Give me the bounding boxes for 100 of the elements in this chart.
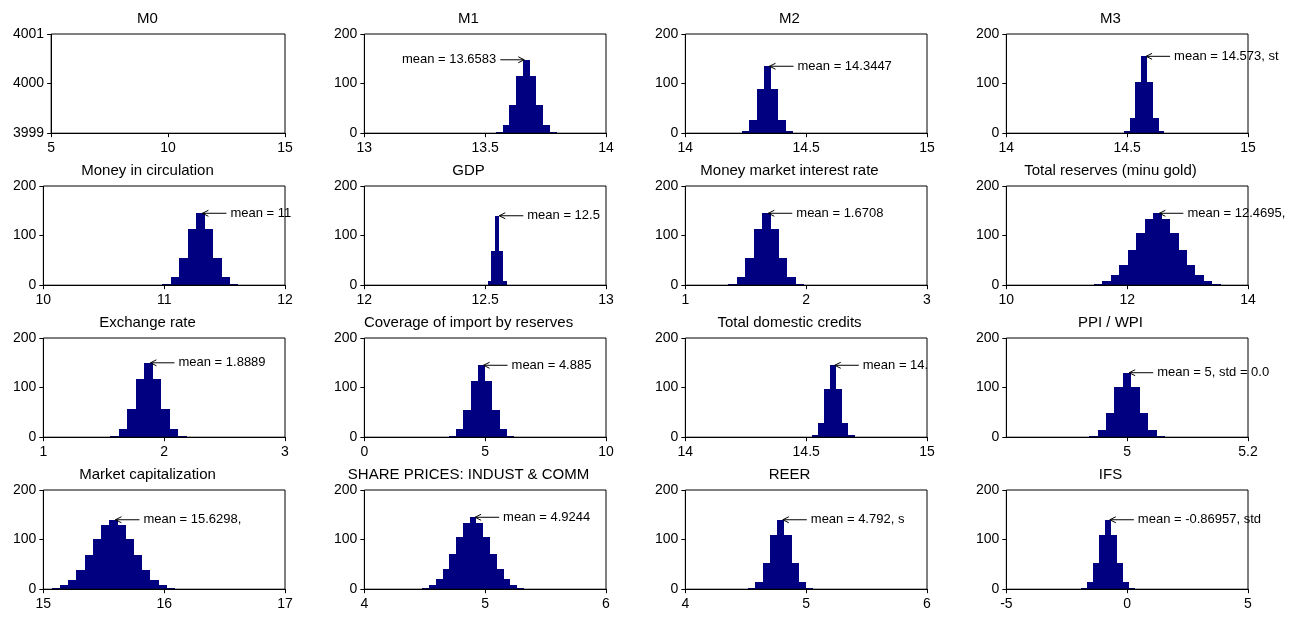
x-tick-label: 12 [356, 291, 373, 308]
x-tick-label: 12 [277, 291, 293, 308]
y-tick-label: 0 [670, 124, 679, 141]
x-tick-label: 15 [35, 595, 52, 612]
y-tick-label: 0 [349, 276, 358, 293]
y-tick-label: 200 [13, 328, 37, 345]
x-tick-label: 2 [160, 443, 169, 460]
y-tick-label: 0 [349, 124, 358, 141]
annotation: mean = 1.8889 [178, 354, 266, 370]
y-tick-label: 100 [334, 226, 358, 243]
x-tick-label: 13 [598, 291, 614, 308]
x-tick-label: -5 [1000, 595, 1013, 612]
x-tick-label: 2 [802, 291, 811, 308]
x-tick-label: 13.5 [471, 139, 500, 156]
y-tick-label: 100 [334, 378, 358, 395]
y-tick-label: 0 [28, 276, 37, 293]
chart-title: GDP [452, 161, 485, 179]
y-tick-label: 100 [976, 74, 1000, 91]
annotation: mean = 12.4695, [1187, 204, 1286, 220]
x-tick-label: 0 [1123, 595, 1132, 612]
x-tick-label: 15 [1240, 139, 1256, 156]
x-tick-label: 5 [481, 595, 490, 612]
y-tick-label: 100 [655, 74, 679, 91]
y-tick-label: 0 [670, 276, 679, 293]
y-tick-label: 200 [976, 328, 1000, 345]
y-tick-label: 200 [13, 480, 37, 497]
y-tick-label: 0 [349, 428, 358, 445]
chart-title: M1 [458, 9, 479, 27]
x-tick-label: 16 [156, 595, 173, 612]
chart-title: PPI / WPI [1077, 313, 1144, 331]
x-tick-label: 4 [360, 595, 369, 612]
x-tick-label: 10 [998, 291, 1015, 308]
x-tick-label: 10 [598, 443, 614, 460]
y-tick-label: 100 [976, 226, 1000, 243]
y-tick-label: 200 [655, 176, 679, 193]
x-tick-label: 0 [360, 443, 369, 460]
annotation: mean = 15.6298, [143, 511, 242, 527]
y-tick-label: 0 [991, 580, 1000, 597]
x-tick-label: 15 [277, 139, 293, 156]
y-tick-label: 200 [976, 480, 1000, 497]
x-tick-label: 5.2 [1238, 443, 1258, 460]
y-tick-label: 200 [334, 328, 358, 345]
y-tick-label: 3999 [12, 124, 45, 141]
x-tick-label: 11 [156, 291, 172, 308]
y-tick-label: 200 [334, 480, 358, 497]
y-tick-label: 100 [976, 378, 1000, 395]
annotation: mean = 14. [862, 356, 929, 372]
annotation: mean = 13.6583 [401, 51, 497, 67]
chart-title: REER [768, 465, 811, 483]
annotation: mean = 12.5 [527, 207, 600, 223]
x-tick-label: 17 [277, 595, 293, 612]
annotation: mean = 4.792, s [810, 511, 905, 527]
x-tick-label: 6 [923, 595, 932, 612]
chart-title: Total reserves (minu gold) [1024, 161, 1197, 179]
x-tick-label: 13 [356, 139, 373, 156]
annotation: mean = 4.9244 [503, 508, 591, 524]
y-tick-label: 0 [991, 276, 1000, 293]
chart-title: Exchange rate [99, 313, 196, 331]
y-tick-label: 0 [991, 124, 1000, 141]
y-tick-label: 100 [13, 226, 37, 243]
annotation: mean = 14.573, st [1174, 47, 1279, 63]
y-tick-label: 4001 [12, 24, 45, 41]
x-tick-label: 14.5 [1113, 139, 1142, 156]
y-tick-label: 200 [13, 176, 37, 193]
y-tick-label: 100 [334, 74, 358, 91]
chart-title: Coverage of import by reserves [363, 313, 574, 331]
chart-title: IFS [1098, 465, 1123, 483]
x-tick-label: 6 [602, 595, 611, 612]
x-tick-label: 10 [160, 139, 177, 156]
x-tick-label: 14 [1240, 291, 1256, 308]
annotation: mean = 14.3447 [797, 57, 892, 73]
x-tick-label: 4 [681, 595, 690, 612]
x-tick-label: 14.5 [792, 443, 821, 460]
y-tick-label: 200 [976, 176, 1000, 193]
x-tick-label: 14 [677, 443, 694, 460]
y-tick-label: 100 [334, 530, 358, 547]
annotation: mean = 1.6708 [796, 204, 884, 220]
chart-title: Money market interest rate [700, 161, 879, 179]
chart-title: Total domestic credits [717, 313, 862, 331]
x-tick-label: 3 [923, 291, 932, 308]
x-tick-label: 10 [35, 291, 52, 308]
chart-title: M3 [1100, 9, 1121, 27]
y-tick-label: 0 [670, 428, 679, 445]
y-tick-label: 0 [991, 428, 1000, 445]
y-tick-label: 100 [976, 530, 1000, 547]
x-tick-label: 3 [281, 443, 290, 460]
annotation: mean = 5, std = 0.0 [1157, 364, 1270, 380]
y-tick-label: 4000 [12, 74, 45, 91]
x-tick-label: 12.5 [471, 291, 500, 308]
y-tick-label: 200 [655, 328, 679, 345]
annotation: mean = 11 [230, 204, 292, 220]
annotation: mean = 4.885 [511, 356, 592, 372]
y-tick-label: 0 [670, 580, 679, 597]
y-tick-label: 200 [976, 24, 1000, 41]
chart-title: M0 [137, 9, 158, 27]
x-tick-label: 15 [919, 139, 935, 156]
x-tick-label: 12 [1119, 291, 1136, 308]
y-tick-label: 0 [349, 580, 358, 597]
y-tick-label: 200 [655, 24, 679, 41]
y-tick-label: 200 [334, 24, 358, 41]
